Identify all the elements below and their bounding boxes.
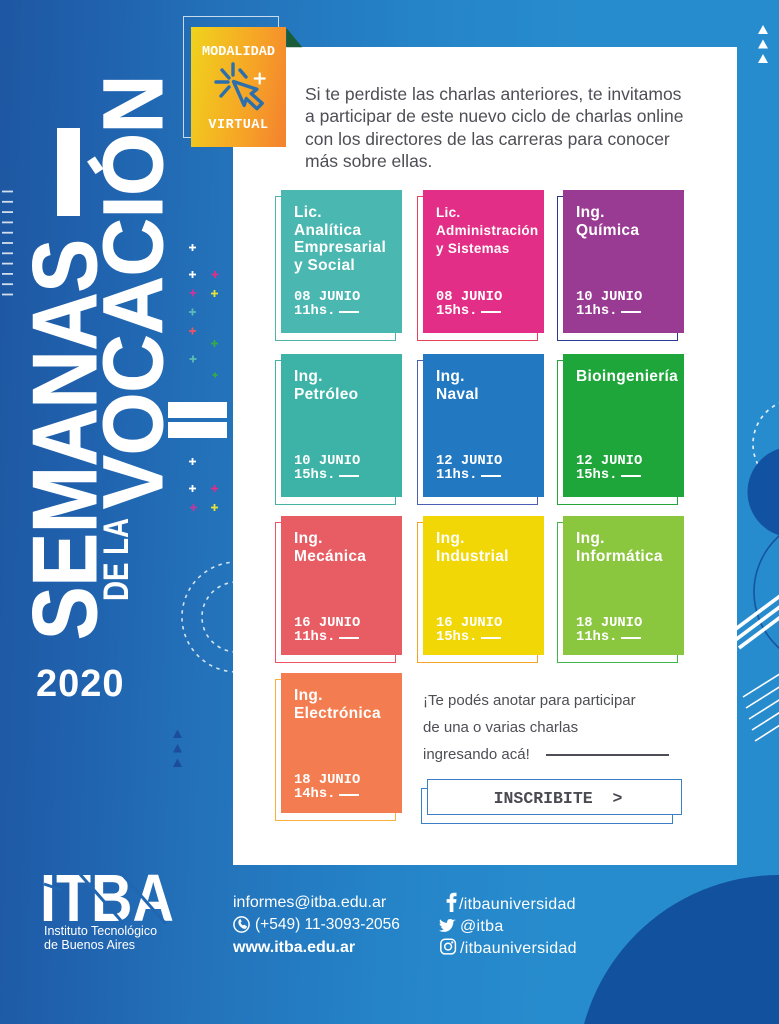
svg-text:SEMANAS: SEMANAS [15, 239, 116, 640]
svg-text:VOCACION: VOCACION [86, 75, 180, 509]
svg-text:DE LA: DE LA [97, 518, 136, 601]
